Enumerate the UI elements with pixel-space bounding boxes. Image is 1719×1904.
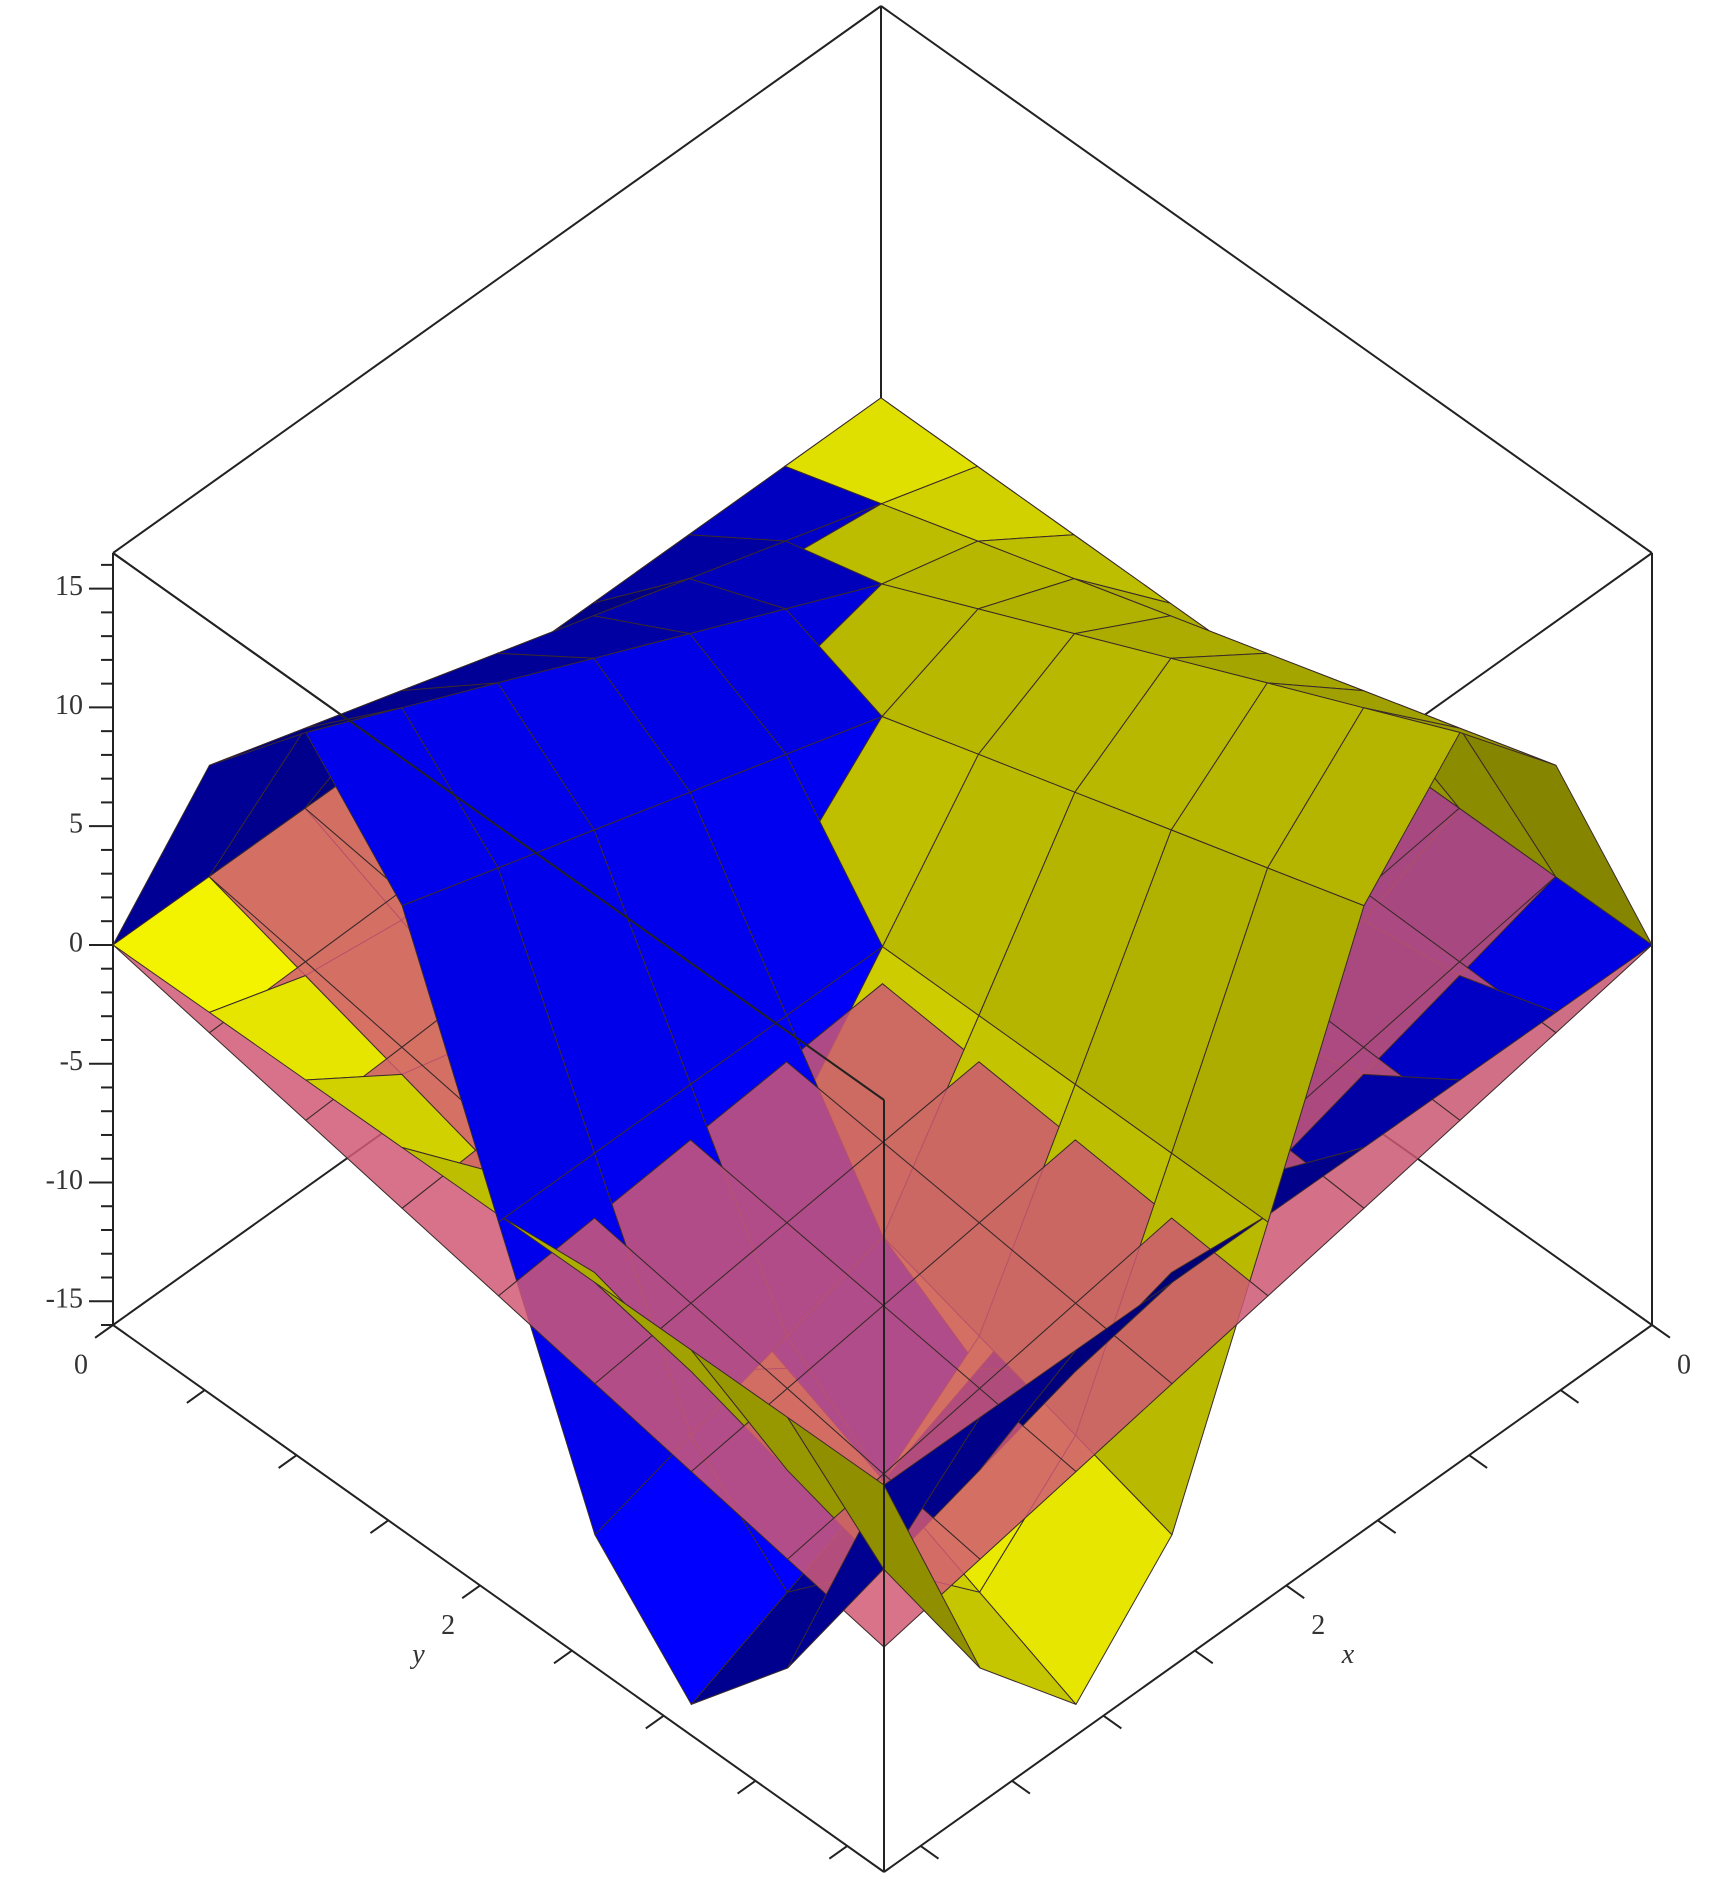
y-axis-label: y: [409, 1639, 425, 1670]
x-axis-label: x: [1341, 1639, 1355, 1670]
y-tick-label: 2: [441, 1610, 455, 1641]
z-tick-label: 5: [69, 809, 83, 840]
y-tick: [369, 1519, 389, 1534]
x-tick-label: 2: [1311, 1610, 1325, 1641]
z-tick-label: -5: [60, 1046, 83, 1077]
x-tick: [1285, 1584, 1305, 1600]
z-tick-label: 0: [69, 927, 83, 958]
y-tick: [828, 1845, 848, 1860]
y-tick: [278, 1454, 298, 1469]
x-tick: [1011, 1780, 1031, 1795]
x-tick: [1559, 1389, 1580, 1404]
y-tick: [461, 1584, 481, 1600]
y-tick-label: 0: [74, 1349, 88, 1380]
z-tick-label: 10: [55, 690, 83, 721]
x-tick: [1194, 1649, 1214, 1665]
surface-patch: [1267, 707, 1461, 907]
x-tick: [1651, 1324, 1671, 1339]
z-tick-label: -10: [46, 1165, 83, 1196]
z-tick-label: -15: [46, 1284, 83, 1315]
x-tick-label: 0: [1677, 1349, 1691, 1380]
y-tick: [186, 1389, 206, 1404]
box-edge: [112, 552, 885, 1101]
z-tick-label: 15: [55, 571, 83, 602]
y-tick: [553, 1649, 573, 1665]
box-edge: [880, 5, 1653, 554]
y-tick: [645, 1714, 665, 1730]
x-tick: [1377, 1519, 1397, 1534]
y-tick: [737, 1780, 757, 1795]
x-tick: [1102, 1714, 1122, 1730]
x-tick: [919, 1845, 940, 1860]
x-tick: [1468, 1454, 1488, 1469]
surface-patch: [305, 707, 499, 907]
box-edge: [112, 5, 882, 554]
y-tick: [94, 1324, 114, 1339]
